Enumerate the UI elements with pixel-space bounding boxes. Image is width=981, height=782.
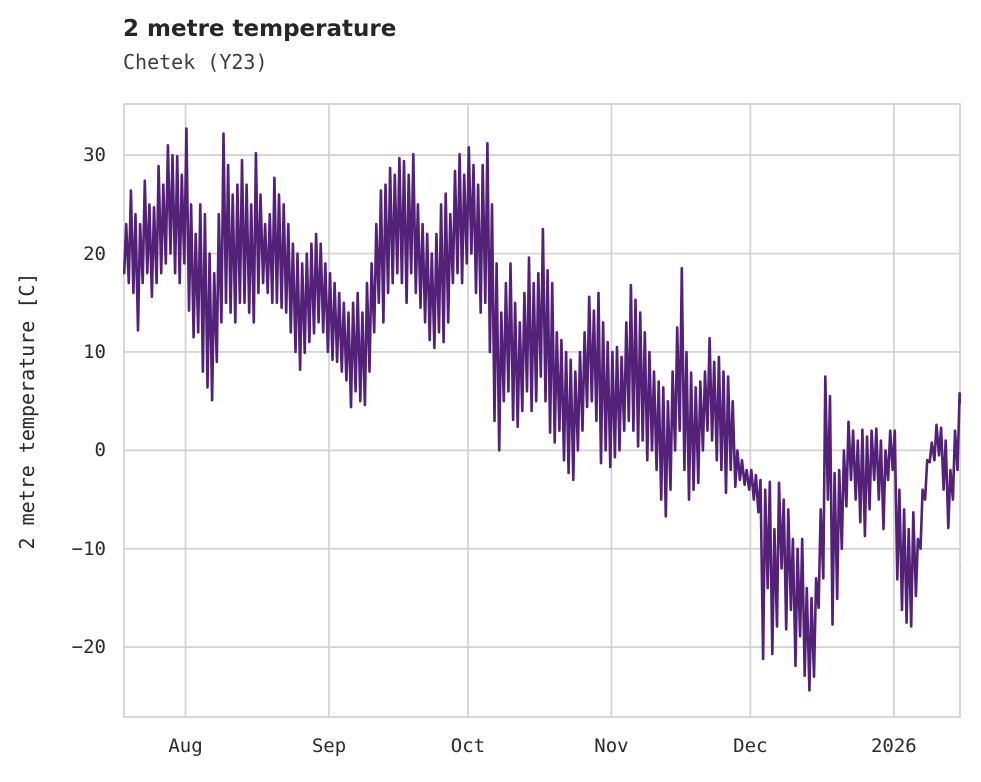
plot-canvas [123, 103, 961, 718]
y-tick-label: 20 [83, 242, 106, 265]
x-tick-label: Oct [450, 735, 486, 757]
plot-border [123, 103, 961, 718]
x-tick-label: Aug [168, 735, 203, 757]
chart-title: 2 metre temperature [123, 16, 397, 42]
y-tick-label: −10 [71, 537, 106, 560]
y-tick-label: 30 [83, 144, 106, 167]
x-tick-label: Nov [594, 735, 629, 757]
y-tick-label: 10 [83, 340, 106, 363]
temperature-line [123, 127, 961, 692]
y-tick-label: −20 [71, 636, 106, 659]
y-tick-label: 0 [94, 439, 106, 462]
x-tick-label: Sep [311, 735, 347, 757]
x-tick-label: Dec [733, 735, 768, 757]
x-tick-label: 2026 [870, 735, 917, 757]
chart-subtitle: Chetek (Y23) [123, 50, 268, 74]
y-axis-label: 2 metre temperature [C] [15, 272, 39, 550]
plot-area [123, 103, 961, 718]
